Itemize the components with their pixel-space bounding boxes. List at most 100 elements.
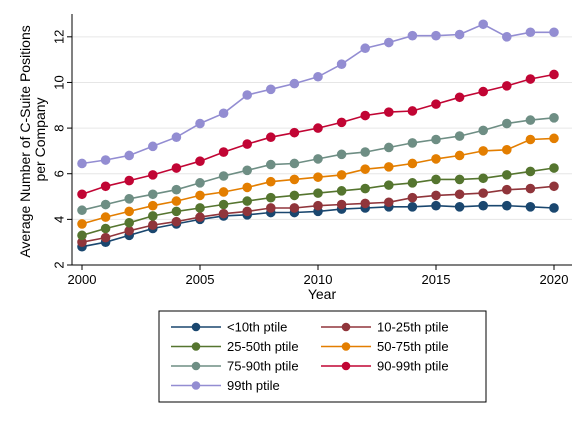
y-axis-title: Average Number of C-Suite Positions per … xyxy=(17,21,48,257)
data-point-series-1 xyxy=(124,225,134,236)
data-point-series-4 xyxy=(218,171,229,181)
data-point-series-6 xyxy=(148,141,158,152)
legend-marker xyxy=(191,361,201,371)
data-point-series-0 xyxy=(502,200,512,211)
data-point-series-3 xyxy=(289,174,300,185)
data-point-series-1 xyxy=(454,189,465,200)
data-point-series-0 xyxy=(431,200,441,211)
data-point-series-6 xyxy=(289,78,300,89)
data-point-series-5 xyxy=(478,86,489,97)
data-point-series-4 xyxy=(124,194,134,204)
data-point-series-1 xyxy=(336,199,347,210)
series-layer xyxy=(77,19,559,252)
data-point-series-3 xyxy=(218,187,229,197)
data-point-series-6 xyxy=(360,43,371,54)
data-point-series-5 xyxy=(454,92,465,103)
data-point-series-3 xyxy=(502,144,512,155)
data-point-series-4 xyxy=(171,184,182,195)
data-point-series-3 xyxy=(407,158,418,169)
data-point-series-2 xyxy=(407,178,418,188)
data-point-series-5 xyxy=(431,99,441,109)
data-point-series-1 xyxy=(218,208,229,219)
data-point-series-6 xyxy=(336,59,347,69)
data-point-series-2 xyxy=(171,206,182,217)
data-point-series-5 xyxy=(549,69,559,80)
data-point-series-5 xyxy=(502,81,512,91)
data-point-series-3 xyxy=(171,196,182,206)
data-point-series-3 xyxy=(77,219,87,229)
data-point-series-2 xyxy=(124,217,134,228)
data-point-series-3 xyxy=(100,212,111,222)
data-point-series-4 xyxy=(289,158,300,169)
data-point-series-6 xyxy=(195,118,205,129)
data-point-series-3 xyxy=(313,172,323,182)
y-axis-title-line-1: Average Number of C-Suite Positions xyxy=(17,25,33,257)
data-point-series-4 xyxy=(407,138,418,148)
data-point-series-4 xyxy=(478,125,489,136)
data-point-series-2 xyxy=(218,199,229,210)
data-point-series-5 xyxy=(289,127,300,138)
legend-marker xyxy=(191,342,201,351)
data-point-series-4 xyxy=(525,115,536,125)
legend-marker xyxy=(191,322,201,332)
y-tick-label: 10 xyxy=(52,75,67,89)
data-point-series-5 xyxy=(266,132,276,143)
data-point-series-4 xyxy=(360,147,371,157)
data-point-series-2 xyxy=(313,188,323,198)
data-point-series-6 xyxy=(478,19,489,30)
data-point-series-6 xyxy=(549,27,559,38)
legend-label: 50-75th ptile xyxy=(377,339,449,354)
data-point-series-5 xyxy=(525,74,536,84)
data-point-series-4 xyxy=(502,118,512,129)
data-point-series-5 xyxy=(171,163,182,173)
data-point-series-3 xyxy=(525,134,536,145)
data-point-series-4 xyxy=(431,134,441,145)
data-point-series-3 xyxy=(549,133,559,144)
y-tick-label: 8 xyxy=(52,124,67,131)
data-point-series-5 xyxy=(336,117,347,128)
data-point-series-2 xyxy=(77,230,87,241)
data-point-series-1 xyxy=(525,183,536,194)
data-point-series-6 xyxy=(77,158,87,169)
legend: <10th ptile 10-25th ptile 25-50th ptile 50-… xyxy=(158,310,487,403)
data-point-series-1 xyxy=(242,206,252,217)
legend-label: 25-50th ptile xyxy=(227,339,299,354)
data-point-series-5 xyxy=(360,110,371,121)
data-point-series-3 xyxy=(124,206,134,217)
data-point-series-5 xyxy=(407,106,418,116)
data-point-series-3 xyxy=(148,200,158,211)
legend-label: 90-99th ptile xyxy=(377,359,449,374)
data-point-series-2 xyxy=(384,180,394,190)
legend-marker xyxy=(341,322,351,332)
data-point-series-2 xyxy=(431,174,441,185)
data-point-series-6 xyxy=(384,37,394,48)
legend-label: 99th ptile xyxy=(227,378,280,393)
data-point-series-6 xyxy=(525,27,536,38)
data-point-series-6 xyxy=(502,32,512,42)
data-point-series-2 xyxy=(289,190,300,201)
data-point-series-6 xyxy=(242,90,252,100)
data-point-series-6 xyxy=(100,155,111,165)
data-point-series-5 xyxy=(218,147,229,157)
data-point-series-1 xyxy=(384,197,394,208)
data-point-series-2 xyxy=(195,203,205,213)
legend-marker xyxy=(341,342,351,351)
y-tick-label: 4 xyxy=(52,216,67,223)
data-point-series-3 xyxy=(431,154,441,164)
x-tick-label: 2000 xyxy=(68,272,97,287)
data-point-series-1 xyxy=(100,232,111,243)
data-point-series-0 xyxy=(478,200,489,211)
data-point-series-0 xyxy=(407,202,418,212)
data-point-series-6 xyxy=(266,84,276,95)
data-point-series-3 xyxy=(478,146,489,156)
data-point-series-5 xyxy=(195,156,205,166)
data-point-series-3 xyxy=(384,162,394,172)
data-point-series-4 xyxy=(195,178,205,188)
data-point-series-2 xyxy=(525,166,536,177)
data-point-series-5 xyxy=(148,170,158,180)
data-point-series-4 xyxy=(313,154,323,164)
data-point-series-2 xyxy=(360,183,371,194)
data-point-series-4 xyxy=(266,159,276,170)
data-point-series-5 xyxy=(313,123,323,133)
